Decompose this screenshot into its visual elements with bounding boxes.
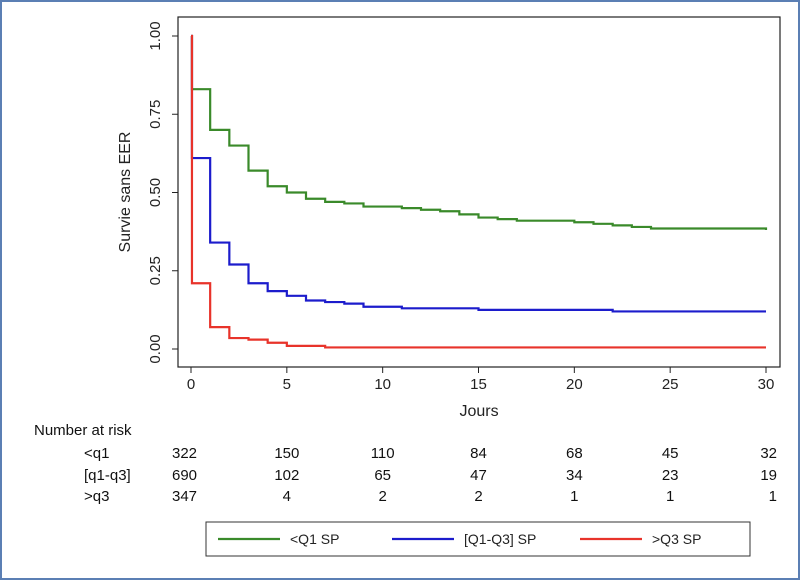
risk-count: 32 [760, 445, 777, 462]
x-axis-title: Jours [459, 403, 498, 420]
x-tick-label: 0 [187, 376, 195, 393]
risk-count: 84 [470, 445, 487, 462]
legend-label-2: >Q3 SP [652, 531, 701, 547]
risk-row-label: >q3 [84, 488, 109, 505]
risk-count: 2 [378, 488, 386, 505]
x-tick-label: 25 [662, 376, 679, 393]
risk-count: 1 [570, 488, 578, 505]
y-tick-label: 0.00 [147, 334, 164, 363]
risk-row-label: [q1-q3] [84, 467, 131, 484]
risk-count: 23 [662, 467, 679, 484]
risk-count: 102 [274, 467, 299, 484]
y-tick-label: 0.75 [147, 100, 164, 129]
plot-area [177, 16, 781, 368]
legend: <Q1 SP [Q1-Q3] SP >Q3 SP [218, 531, 701, 547]
y-axis-title: Survie sans EER [117, 132, 134, 253]
series-line-0 [190, 34, 768, 231]
risk-count: 150 [274, 445, 299, 462]
risk-count: 1 [666, 488, 674, 505]
y-axis: 0.00 0.25 0.50 0.75 1.00 [147, 21, 178, 364]
y-tick-label: 0.50 [147, 178, 164, 207]
risk-table-title: Number at risk [34, 422, 132, 439]
risk-count: 45 [662, 445, 679, 462]
risk-count: 2 [474, 488, 482, 505]
y-tick-label: 0.25 [147, 256, 164, 285]
risk-count: 4 [283, 488, 291, 505]
risk-count: 65 [374, 467, 391, 484]
risk-count: 68 [566, 445, 583, 462]
series-line-2 [190, 34, 766, 349]
risk-count: 34 [566, 467, 583, 484]
risk-table: <q1 322 150 110 84 68 45 32 [q1-q3] 690 102 65 47 34 2… [84, 445, 777, 505]
risk-count: 322 [172, 445, 197, 462]
x-tick-label: 10 [374, 376, 391, 393]
series-line-1 [190, 34, 766, 313]
x-axis: 0 5 10 15 20 25 30 [187, 367, 775, 393]
risk-count: 690 [172, 467, 197, 484]
risk-count: 347 [172, 488, 197, 505]
survival-curves [190, 34, 768, 349]
risk-count: 47 [470, 467, 487, 484]
risk-count: 110 [371, 445, 395, 462]
legend-box [205, 521, 751, 557]
x-tick-label: 15 [470, 376, 487, 393]
risk-count: 19 [760, 467, 777, 484]
risk-row-label: <q1 [84, 445, 109, 462]
x-tick-label: 5 [283, 376, 291, 393]
legend-label-1: [Q1-Q3] SP [464, 531, 536, 547]
x-tick-label: 20 [566, 376, 583, 393]
risk-count: 1 [769, 488, 777, 505]
x-tick-label: 30 [758, 376, 775, 393]
legend-label-0: <Q1 SP [290, 531, 339, 547]
y-tick-label: 1.00 [147, 21, 164, 50]
